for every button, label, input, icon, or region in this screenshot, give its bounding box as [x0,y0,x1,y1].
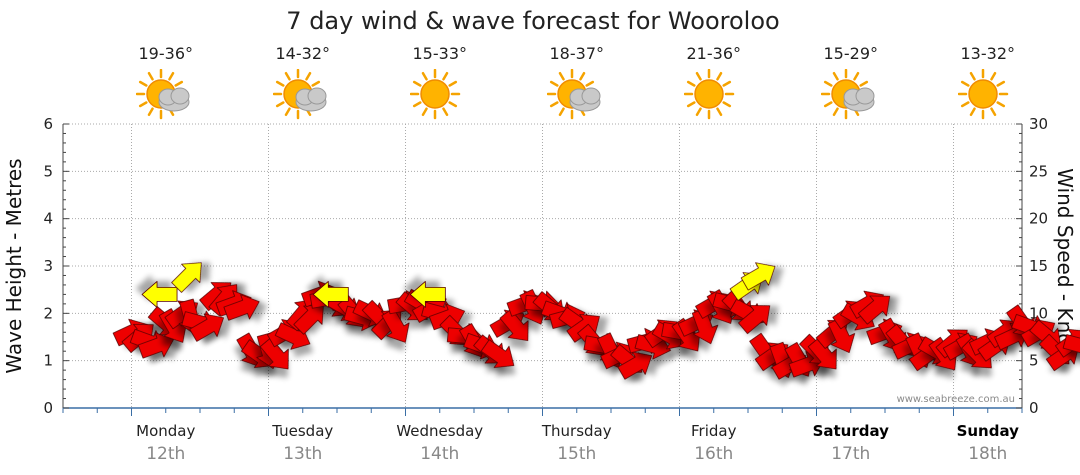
temperature-range: 15-33° [412,44,468,63]
right-tick-label: 5 [1029,352,1039,370]
wind-arrow [137,332,174,359]
left-axis-ticks: 0 1 2 3 4 5 6 [43,115,53,417]
day-date-label: 12th [146,444,185,464]
wind-arrow [617,351,653,380]
wind-arrow [259,337,289,370]
right-tick-label: 30 [1029,115,1048,133]
day-name-label: Friday [691,422,737,440]
wind-arrow [189,313,224,342]
day-name-label: Thursday [541,422,612,440]
credit-text: www.seabreeze.com.au [897,394,1015,405]
sunny-icon [395,68,485,125]
right-tick-label: 20 [1029,210,1048,228]
partly-cloudy-icon [806,68,896,125]
day-weather: 13-32° [943,44,1033,125]
wind-arrow [691,308,719,345]
day-date-label: 15th [557,444,596,464]
left-tick-label: 6 [43,115,53,133]
grid-lines [63,123,1022,408]
wind-arrow [827,317,856,353]
day-weather: 18-37° [532,44,622,125]
wind-arrow [381,308,410,343]
partly-cloudy-icon [532,68,622,125]
day-date-label: 17th [831,444,870,464]
day-date-label: 18th [968,444,1007,464]
day-weather: 19-36° [121,44,211,125]
temperature-range: 14-32° [275,44,331,63]
wind-arrows [112,262,1080,380]
left-tick-label: 0 [43,399,53,417]
sea-breeze-arrow [409,280,446,308]
sunny-icon [669,68,759,125]
day-name-label: Wednesday [396,422,483,440]
left-tick-label: 1 [43,352,53,370]
day-weather: 14-32° [258,44,348,125]
day-date-label: 14th [420,444,459,464]
day-name-label: Saturday [813,422,890,440]
right-tick-label: 15 [1029,257,1048,275]
axes [62,123,1023,416]
day-weather: 15-29° [806,44,896,125]
wind-arrow [807,337,837,370]
left-axis-label: Wave Height - Metres [2,158,26,373]
day-weather: 21-36° [669,44,759,125]
day-date-label: 16th [694,444,733,464]
chart-title: 7 day wind & wave forecast for Wooroloo [286,7,779,35]
temperature-range: 13-32° [960,44,1016,63]
day-name-label: Monday [136,422,195,440]
wind-arrow [1062,333,1080,360]
temperature-range: 18-37° [549,44,605,63]
day-labels: Monday 12th Tuesday 13th Wednesday 14th Thursd… [136,422,1019,464]
left-tick-label: 4 [43,210,53,228]
left-tick-label: 5 [43,162,53,180]
temperature-range: 19-36° [138,44,194,63]
sea-breeze-arrow [141,280,178,308]
sea-breeze-arrow [312,280,349,308]
partly-cloudy-icon [121,68,211,125]
day-name-label: Tuesday [271,422,333,440]
wind-arrow [293,304,324,335]
partly-cloudy-icon [258,68,348,125]
wind-arrow [223,294,260,321]
left-tick-label: 3 [43,257,53,275]
temperature-range: 15-29° [823,44,879,63]
right-tick-label: 25 [1029,162,1048,180]
day-date-label: 13th [283,444,322,464]
wind-arrow [480,339,515,368]
sea-breeze-arrow [171,262,202,293]
wind-arrow [857,295,891,325]
day-weather: 15-33° [395,44,485,125]
wind-arrow [499,308,529,341]
wind-arrow [738,305,771,335]
sea-breeze-arrow [740,262,776,291]
left-tick-label: 2 [43,304,53,322]
sunny-icon [943,68,1033,125]
temperature-range: 21-36° [686,44,742,63]
day-name-label: Sunday [957,422,1020,440]
right-tick-label: 0 [1029,399,1039,417]
